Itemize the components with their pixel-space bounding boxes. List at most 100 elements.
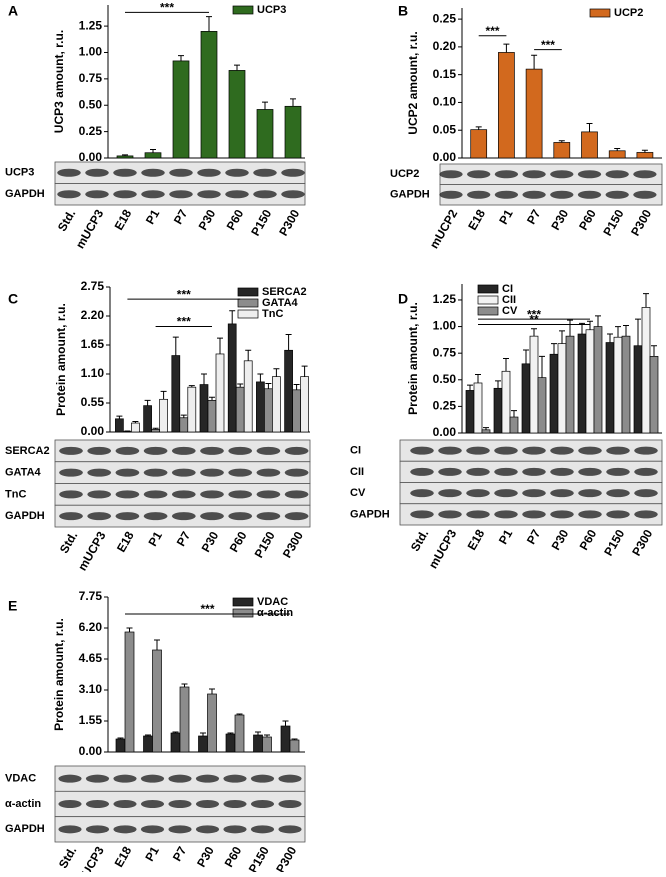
lane-label: P30 — [548, 207, 571, 233]
bar — [179, 686, 190, 753]
blot-band — [606, 510, 630, 519]
blot-row-label: α-actin — [5, 798, 41, 810]
error-bar — [265, 382, 272, 389]
blot-band — [113, 168, 137, 177]
bar — [179, 417, 189, 433]
lane-label: P7 — [524, 527, 544, 547]
error-bar — [651, 345, 657, 357]
y-tick-label: 0.00 — [433, 425, 457, 439]
lane-label: P60 — [224, 207, 247, 233]
error-bar — [641, 149, 648, 153]
bar — [292, 389, 301, 433]
y-tick-label: 3.10 — [79, 682, 103, 696]
blot-row-label: GAPDH — [5, 188, 45, 200]
error-bar — [124, 430, 131, 432]
bar — [272, 376, 281, 433]
error-bar — [200, 732, 206, 736]
bar — [253, 734, 263, 753]
blot-band — [550, 467, 574, 476]
lane-label: P1 — [496, 207, 516, 227]
panel-label: D — [398, 291, 408, 307]
y-tick-label: 0.20 — [433, 39, 457, 53]
error-bar — [181, 683, 188, 687]
bar — [171, 355, 181, 433]
error-bar — [643, 293, 649, 308]
bar — [633, 345, 643, 434]
lane-label: mUCP3 — [426, 527, 460, 571]
y-tick-label: 0.25 — [433, 11, 457, 25]
error-bar — [229, 310, 236, 324]
panel-label: E — [8, 598, 17, 614]
y-tick-label: 0.75 — [433, 345, 457, 359]
bar — [525, 68, 543, 159]
blot-band — [550, 190, 574, 199]
y-tick-label: 0.15 — [433, 67, 457, 81]
lane-label: P7 — [170, 844, 190, 864]
blot-band — [115, 468, 140, 477]
blot-band — [439, 190, 463, 199]
blot-band — [250, 800, 275, 808]
y-tick-label: 0.25 — [79, 124, 103, 138]
lane-label: E18 — [465, 207, 488, 233]
bar — [115, 738, 126, 753]
lane-label: P1 — [145, 529, 165, 549]
panel: A UCP3 amount, r.u. 0.00 0.25 0.50 0.75 1.00 1.… — [5, 1, 306, 251]
blot-band — [140, 825, 165, 834]
blot-band — [522, 190, 546, 199]
blot-row-label: CI — [350, 445, 361, 457]
legend-swatch — [237, 298, 259, 308]
error-bar — [291, 738, 298, 740]
blot-band — [171, 490, 196, 499]
error-bar — [531, 54, 538, 70]
blot-band — [113, 800, 137, 808]
blot-band — [115, 512, 140, 521]
blot-band — [494, 446, 518, 455]
bar — [116, 155, 134, 159]
blot-band — [578, 489, 602, 498]
bar — [641, 307, 651, 434]
blot-row-label: UCP2 — [390, 168, 419, 180]
error-bar — [503, 43, 510, 53]
blot-band — [256, 468, 281, 477]
significance-label: *** — [527, 307, 541, 321]
blot-band — [466, 489, 490, 498]
error-bar — [285, 333, 292, 351]
bar — [227, 323, 237, 433]
blot-band — [143, 468, 168, 477]
blot-band — [225, 190, 249, 199]
blot-band — [410, 446, 434, 455]
blot-band — [522, 467, 546, 476]
y-tick-label: 6.20 — [79, 620, 103, 634]
blot-band — [256, 446, 281, 455]
blot-band — [633, 170, 657, 179]
error-bar — [255, 731, 261, 735]
y-tick-label: 0.25 — [433, 399, 457, 413]
bar — [621, 335, 631, 434]
bar — [300, 376, 309, 433]
blot-band — [522, 446, 546, 455]
y-tick-label: 0.00 — [81, 424, 105, 438]
blot-band — [85, 825, 110, 834]
error-bar — [122, 154, 128, 156]
bar — [585, 329, 595, 434]
y-tick-label: 0.00 — [433, 150, 457, 164]
bar — [124, 631, 135, 753]
blot-band — [59, 512, 83, 521]
error-bar — [172, 336, 179, 356]
blot-band — [253, 190, 277, 199]
blot-band — [522, 170, 546, 179]
legend-label: UCP3 — [257, 4, 286, 16]
lane-label: mUCP3 — [73, 844, 107, 872]
blot-band — [113, 774, 137, 783]
lane-label: P7 — [171, 207, 191, 227]
panel: C Protein amount, r.u. 0.00 0.55 1.10 1.65 2.2… — [5, 279, 311, 573]
lane-label: P60 — [576, 207, 599, 233]
significance-label: ** — [529, 313, 539, 327]
error-bar — [273, 368, 280, 377]
bar — [225, 733, 236, 753]
bar — [187, 386, 197, 433]
lane-label: mUCP3 — [75, 529, 109, 573]
y-tick-label: 4.65 — [79, 651, 103, 665]
lane-label: P1 — [143, 207, 163, 227]
